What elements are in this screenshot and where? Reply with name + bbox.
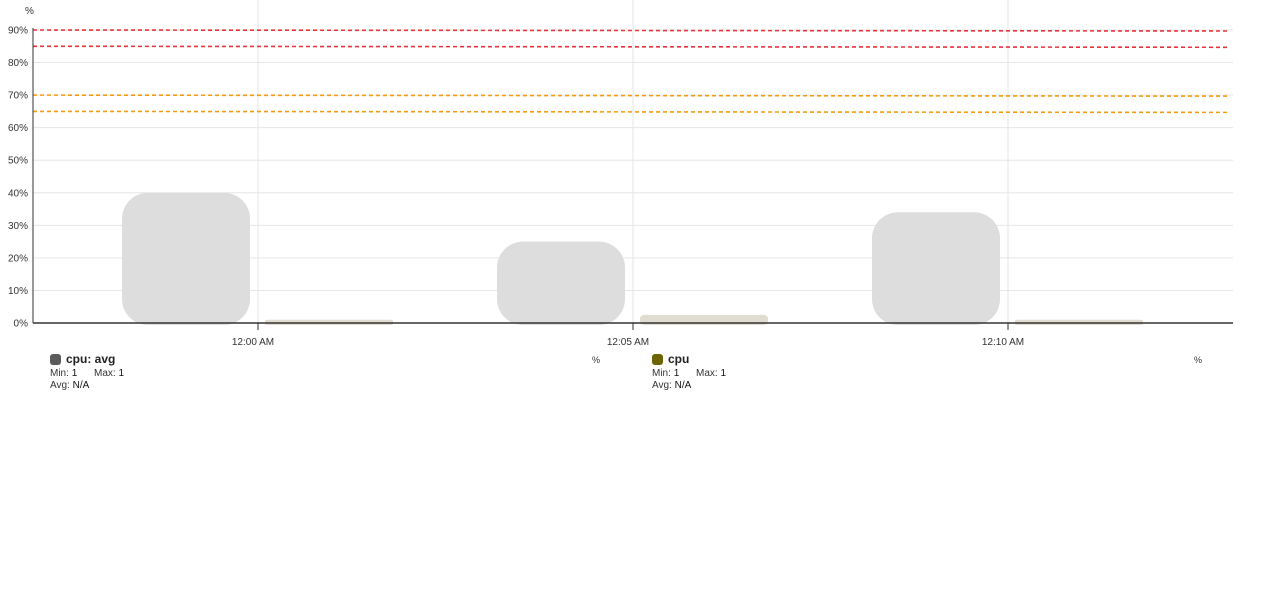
bars <box>122 192 1143 325</box>
threshold-lines <box>32 29 1231 114</box>
y-tick-label: 40% <box>8 188 28 199</box>
y-axis-unit-label: % <box>25 6 34 17</box>
x-tick-label: 12:10 AM <box>982 337 1024 348</box>
min-value: 1 <box>673 368 680 379</box>
x-tick-label: 12:00 AM <box>232 337 274 348</box>
legend-swatch <box>652 353 663 365</box>
y-tick-label: 60% <box>8 123 28 134</box>
axes <box>32 28 1233 330</box>
avg-value: N/A <box>674 380 692 391</box>
legend-cpu: cpu % Min: 1 Max: 1 Avg: N/A <box>652 352 1212 391</box>
avg-label: Avg: <box>652 380 672 391</box>
avg-label: Avg: <box>50 380 70 391</box>
tick-labels: 0% 10% 20% 30% 40% 50% 60% 70% 80% 90% 12:00 AM 12:… <box>8 26 1024 349</box>
y-tick-label: 0% <box>14 319 29 330</box>
bar <box>497 241 625 325</box>
max-label: Max: <box>696 368 718 379</box>
min-label: Min: <box>50 368 69 379</box>
bar <box>872 212 1000 325</box>
legend-avg: Avg: N/A <box>50 380 610 391</box>
x-tick-label: 12:05 AM <box>607 337 649 348</box>
y-tick-label: 10% <box>8 286 28 297</box>
legend-unit: % <box>1193 355 1202 365</box>
avg-value: N/A <box>72 380 90 391</box>
bar <box>122 192 250 325</box>
threshold-line <box>32 110 1231 114</box>
threshold-line <box>32 94 1231 97</box>
legend-series-name: cpu <box>668 352 690 366</box>
cpu-chart: % 0% 10% 20% 30% 40% 50% 60% 70% 80% 90% 12:00 AM 1… <box>8 0 1233 349</box>
y-tick-label: 50% <box>8 156 28 167</box>
threshold-line <box>32 29 1231 32</box>
y-tick-label: 70% <box>8 91 28 102</box>
legend-min-max: Min: 1 Max: 1 <box>50 368 610 379</box>
max-value: 1 <box>118 368 125 379</box>
y-tick-label: 20% <box>8 253 28 264</box>
max-label: Max: <box>94 368 116 379</box>
legend-cpu-avg: cpu: avg % Min: 1 Max: 1 Avg: N/A <box>50 352 610 391</box>
legend-series-name: cpu: avg <box>66 352 116 366</box>
min-label: Min: <box>652 368 671 379</box>
y-tick-label: 80% <box>8 58 28 69</box>
legend-min-max: Min: 1 Max: 1 <box>652 368 1212 379</box>
max-value: 1 <box>720 368 727 379</box>
threshold-line <box>32 45 1231 49</box>
legend-avg: Avg: N/A <box>652 380 1212 391</box>
y-tick-label: 30% <box>8 221 28 232</box>
y-tick-label: 90% <box>8 26 28 37</box>
min-value: 1 <box>71 368 78 379</box>
legend-unit: % <box>591 355 600 365</box>
legend-swatch <box>50 353 61 365</box>
